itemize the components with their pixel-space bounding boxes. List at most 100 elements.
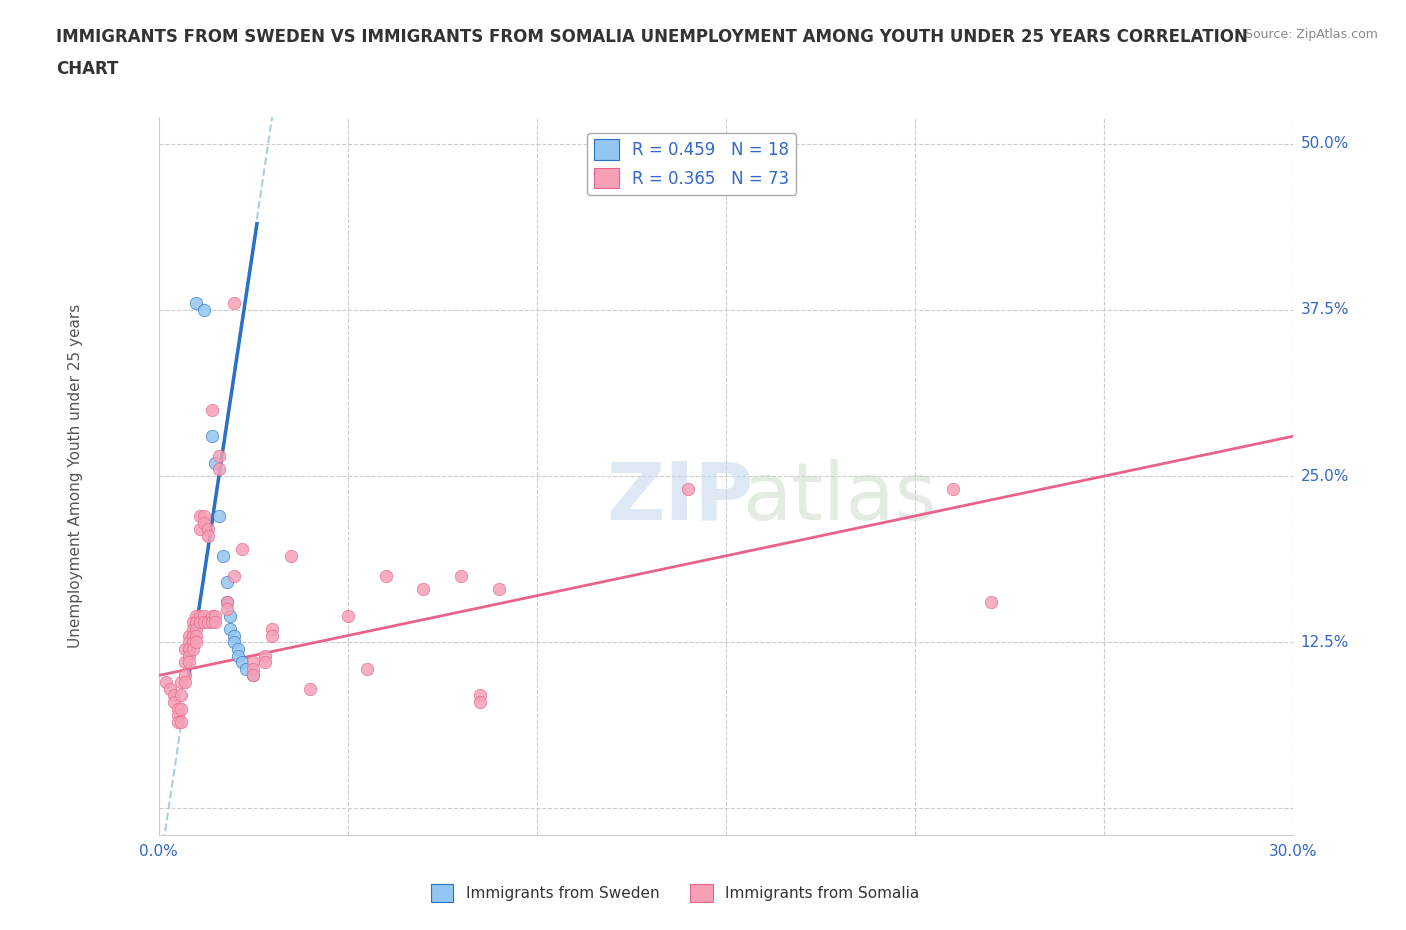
Text: Unemployment Among Youth under 25 years: Unemployment Among Youth under 25 years [67,304,83,648]
Text: Source: ZipAtlas.com: Source: ZipAtlas.com [1244,28,1378,41]
Point [186,621,208,636]
Point [980,595,1002,610]
Point [208,462,231,477]
Point [336,608,359,623]
Point [197,528,219,543]
Text: 25.0%: 25.0% [1301,469,1348,484]
Point [186,615,208,630]
Point [181,621,204,636]
Point [197,615,219,630]
Point [212,549,235,564]
Legend: Immigrants from Sweden, Immigrants from Somalia: Immigrants from Sweden, Immigrants from … [425,878,925,909]
Point [177,642,200,657]
Point [186,635,208,650]
Point [450,568,472,583]
Point [280,549,302,564]
Point [159,682,181,697]
Point [181,615,204,630]
Point [374,568,396,583]
Point [208,449,231,464]
Point [235,661,257,676]
Point [253,648,276,663]
Point [188,522,211,537]
Point [174,668,197,683]
Point [242,655,264,670]
Point [219,608,242,623]
Text: IMMIGRANTS FROM SWEDEN VS IMMIGRANTS FROM SOMALIA UNEMPLOYMENT AMONG YOUTH UNDER: IMMIGRANTS FROM SWEDEN VS IMMIGRANTS FRO… [56,28,1249,46]
Point [181,642,204,657]
Point [412,581,434,596]
Point [166,708,188,723]
Point [174,655,197,670]
Point [188,615,211,630]
Point [488,581,510,596]
Point [468,695,491,710]
Point [174,642,197,657]
Point [231,655,253,670]
Point [219,621,242,636]
Point [177,648,200,663]
Point [170,688,193,703]
Point [224,296,246,311]
Point [215,602,238,617]
Point [204,608,226,623]
Point [166,714,188,729]
Point [177,642,200,657]
Point [226,642,249,657]
Point [942,482,965,497]
Text: 37.5%: 37.5% [1301,302,1350,317]
Point [170,701,193,716]
Point [200,615,222,630]
Point [298,682,321,697]
Point [188,608,211,623]
Point [231,542,253,557]
Point [215,595,238,610]
Point [204,615,226,630]
Point [262,628,284,643]
Text: ZIP: ZIP [607,458,754,537]
Text: atlas: atlas [742,458,936,537]
Point [200,608,222,623]
Point [215,595,238,610]
Point [193,302,215,317]
Point [224,628,246,643]
Point [163,688,186,703]
Point [468,688,491,703]
Point [224,568,246,583]
Point [177,655,200,670]
Point [174,674,197,689]
Point [155,674,177,689]
Point [170,714,193,729]
Text: 30.0%: 30.0% [1268,844,1317,859]
Point [163,695,186,710]
Point [193,509,215,524]
Point [676,482,699,497]
Text: 50.0%: 50.0% [1301,137,1348,152]
Point [242,661,264,676]
Point [224,635,246,650]
Point [186,296,208,311]
Point [170,674,193,689]
Point [253,655,276,670]
Point [186,628,208,643]
Point [166,701,188,716]
Point [208,509,231,524]
Text: 12.5%: 12.5% [1301,634,1348,650]
Legend: R = 0.459   N = 18, R = 0.365   N = 73: R = 0.459 N = 18, R = 0.365 N = 73 [588,133,796,195]
Text: CHART: CHART [56,60,118,78]
Point [204,456,226,471]
Point [181,635,204,650]
Point [356,661,378,676]
Point [177,635,200,650]
Point [242,668,264,683]
Point [177,628,200,643]
Point [193,615,215,630]
Point [193,608,215,623]
Point [200,402,222,417]
Point [188,509,211,524]
Point [181,628,204,643]
Text: 0.0%: 0.0% [139,844,179,859]
Point [262,621,284,636]
Point [226,648,249,663]
Point [242,668,264,683]
